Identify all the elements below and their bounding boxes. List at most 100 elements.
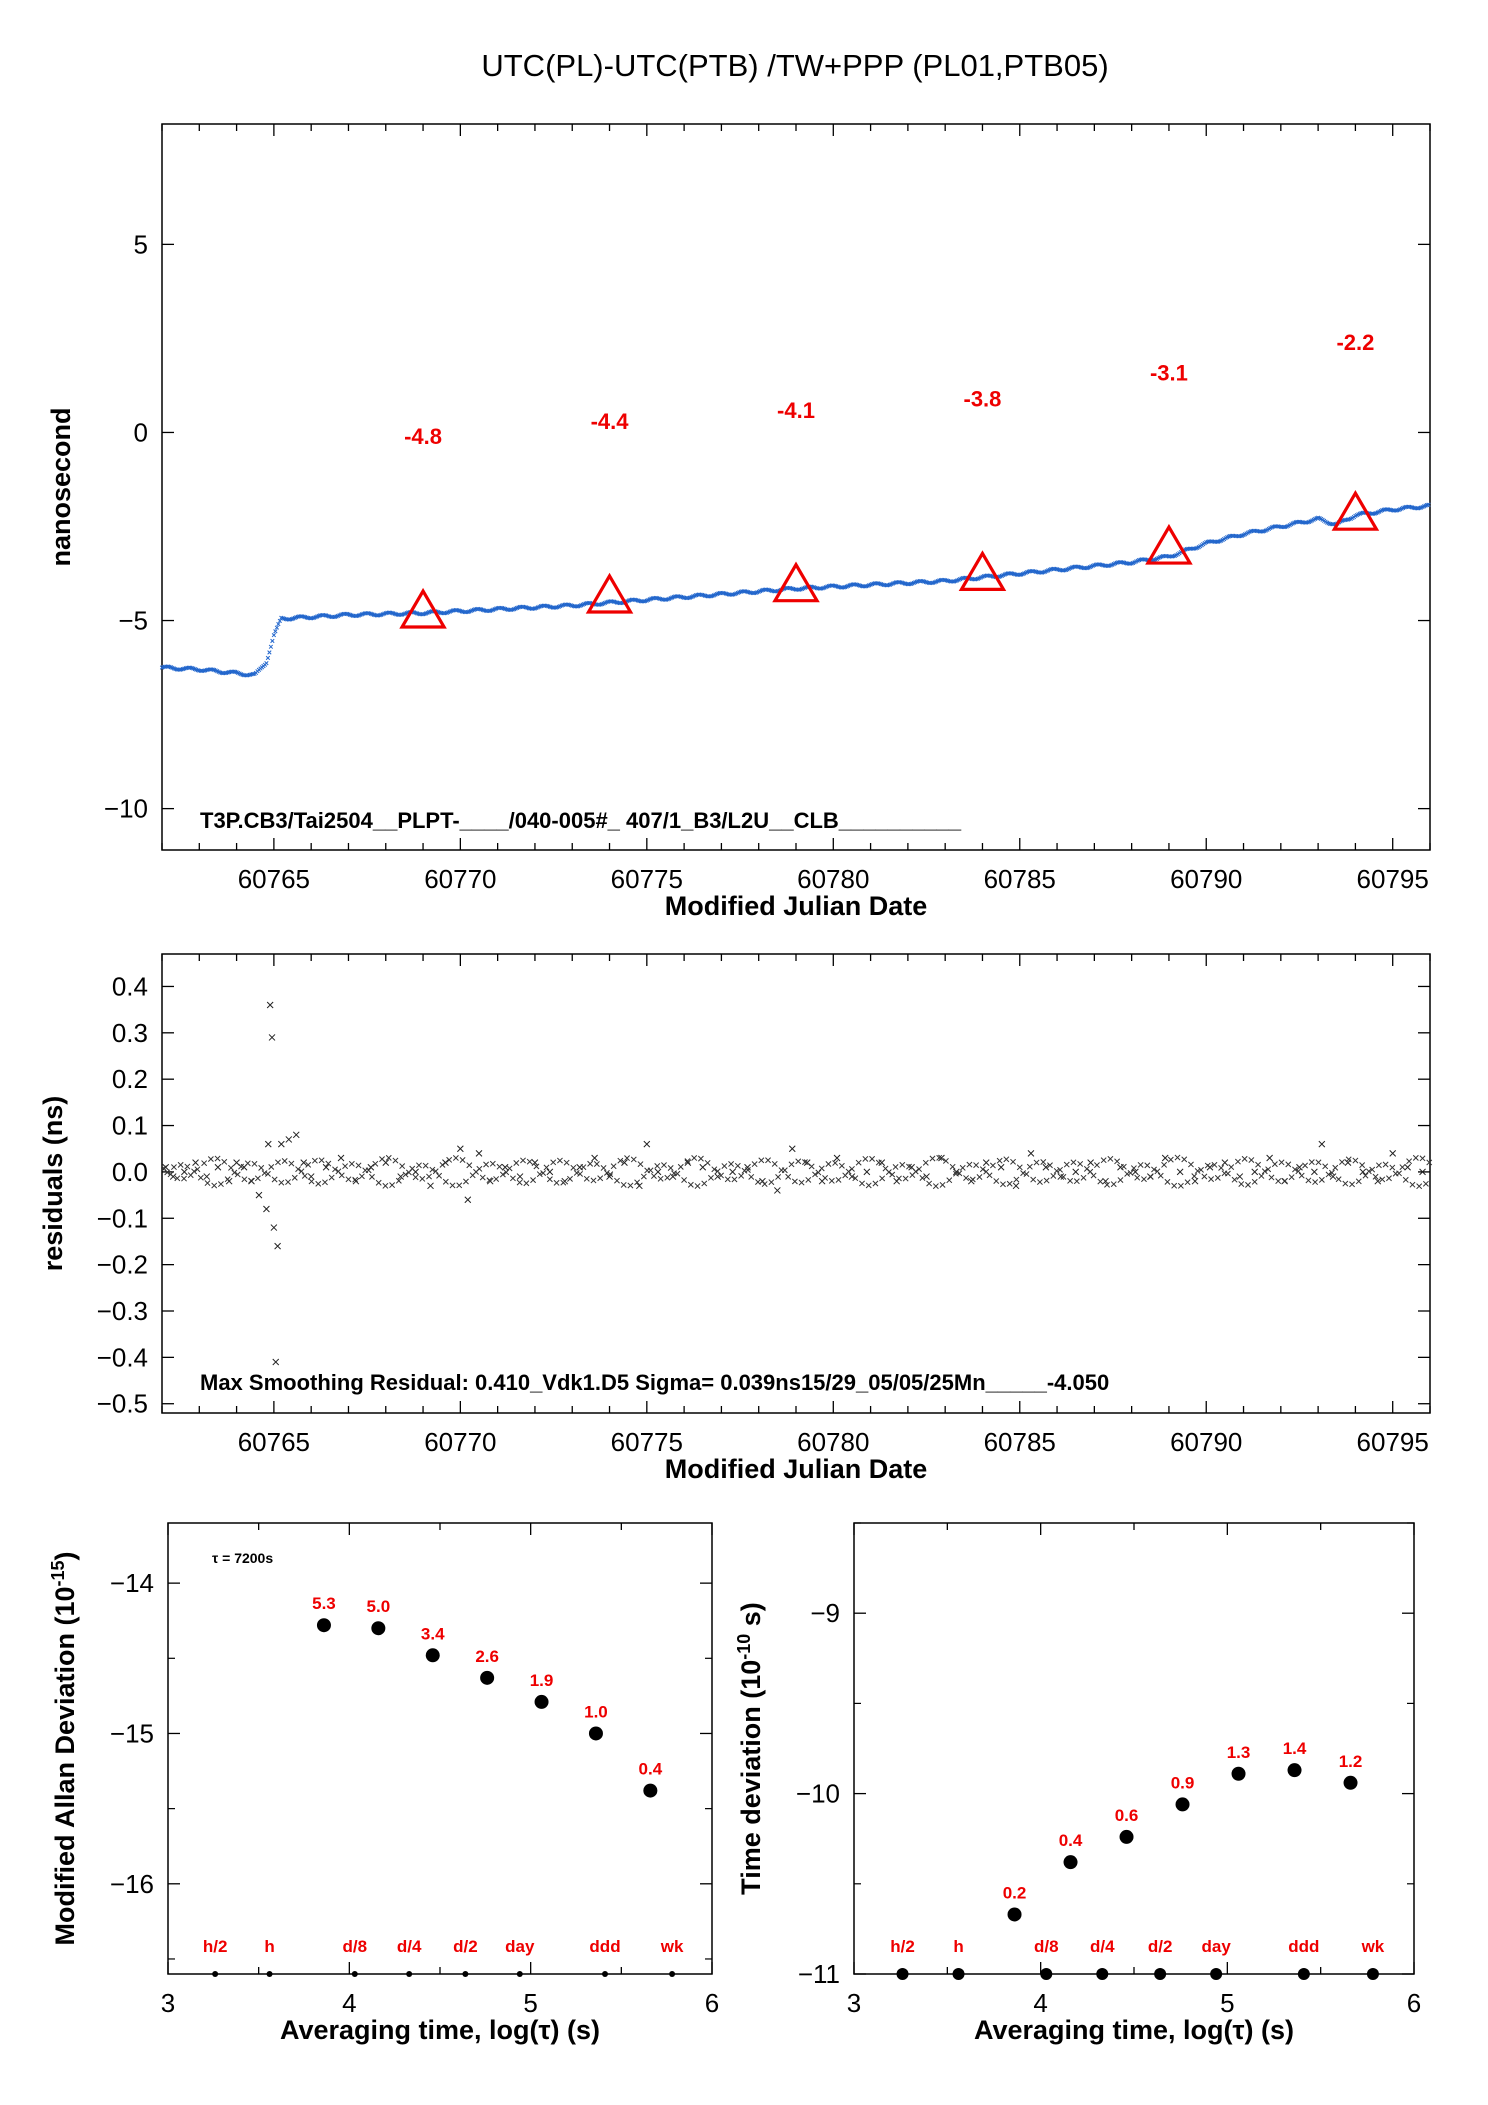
residual-point	[479, 1174, 486, 1181]
x-tick-label: 6	[1407, 1988, 1421, 2018]
tau-note: τ = 7200s	[212, 1550, 273, 1566]
residual-point	[177, 1161, 184, 1168]
residual-point	[765, 1157, 771, 1164]
residual-point	[1130, 1165, 1137, 1172]
residual-point	[1322, 1163, 1329, 1170]
residual-point	[926, 1180, 933, 1187]
deviation-point	[316, 1618, 331, 1633]
residual-point	[543, 1164, 550, 1171]
baseline-point	[1040, 1968, 1053, 1980]
residual-point	[1318, 1140, 1326, 1148]
residual-point	[1117, 1177, 1124, 1183]
point-label: 1.9	[530, 1671, 554, 1690]
residual-point	[530, 1177, 537, 1184]
offset-panel: 60765 60770 60775 60780 60785 60790 60795 5 0 −5 −…	[46, 123, 1431, 921]
residual-point	[1355, 1178, 1362, 1185]
point-label: 0.2	[1003, 1883, 1027, 1902]
residual-point	[1000, 1181, 1006, 1188]
residual-point	[1057, 1173, 1065, 1180]
residual-point	[1211, 1161, 1218, 1168]
residual-point	[855, 1159, 862, 1166]
residual-point	[318, 1157, 325, 1164]
residual-point	[1114, 1158, 1121, 1165]
residual-point	[1315, 1159, 1322, 1166]
y-tick-label: −16	[110, 1869, 154, 1899]
baseline-point	[406, 1971, 413, 1977]
residual-point	[959, 1164, 966, 1171]
deviation-point	[588, 1726, 603, 1741]
residual-point	[1369, 1166, 1376, 1173]
residual-point	[1107, 1155, 1114, 1162]
residual-point	[600, 1165, 607, 1171]
residual-point	[493, 1176, 500, 1182]
residual-point	[643, 1140, 651, 1148]
residual-point	[1110, 1181, 1117, 1188]
y-tick-label: 0.4	[112, 971, 148, 1001]
residual-point	[1231, 1176, 1238, 1183]
residual-point	[979, 1166, 986, 1173]
residual-point	[1288, 1174, 1295, 1181]
residual-point	[325, 1160, 332, 1167]
residual-point	[1102, 1177, 1109, 1185]
baseline-point	[952, 1968, 965, 1980]
residual-point	[684, 1159, 692, 1166]
triangle-marker	[399, 587, 447, 629]
residual-point	[1012, 1182, 1020, 1190]
x-tick-label: 60780	[797, 1427, 869, 1457]
averaging-label: d/2	[453, 1937, 478, 1956]
residual-point	[922, 1159, 929, 1166]
y-tick-label: −14	[110, 1568, 154, 1598]
deviation-point	[1175, 1797, 1190, 1812]
residual-point	[773, 1187, 781, 1194]
residual-point	[1285, 1161, 1292, 1168]
residual-point	[1265, 1166, 1272, 1173]
residual-point	[1140, 1176, 1147, 1183]
averaging-label: wk	[1361, 1937, 1385, 1956]
residual-point	[1080, 1174, 1087, 1181]
residual-point	[1060, 1173, 1067, 1180]
residual-point	[852, 1175, 859, 1182]
residual-point	[966, 1161, 973, 1168]
deviation-point	[1343, 1775, 1358, 1790]
x-tick-label: 60780	[797, 864, 869, 894]
residual-point	[184, 1163, 191, 1170]
baseline-point	[1210, 1968, 1223, 1980]
residual-point	[865, 1182, 872, 1189]
residual-point	[1127, 1170, 1134, 1176]
residual-point	[768, 1179, 775, 1186]
residual-point	[1161, 1161, 1168, 1168]
y-tick-label: −10	[104, 794, 148, 824]
residual-point	[536, 1171, 543, 1178]
residual-point	[531, 1159, 539, 1166]
averaging-label: day	[505, 1937, 535, 1956]
residual-point	[399, 1163, 406, 1170]
y-tick-label: −0.1	[97, 1203, 148, 1233]
y-tick-label: −0.3	[97, 1296, 148, 1326]
residual-point	[1218, 1164, 1225, 1171]
data-point	[267, 650, 272, 655]
residual-point	[550, 1159, 557, 1166]
residual-point	[878, 1159, 886, 1166]
residual-point	[889, 1171, 896, 1178]
x-tick-label: 3	[847, 1988, 861, 2018]
residual-point	[761, 1181, 768, 1187]
residual-point	[305, 1161, 312, 1168]
residual-point	[1104, 1181, 1110, 1188]
residual-point	[691, 1154, 698, 1161]
residual-point	[332, 1166, 338, 1173]
residual-point	[1026, 1163, 1033, 1170]
residual-point	[1359, 1168, 1367, 1176]
residual-point	[1191, 1177, 1199, 1185]
residual-point	[372, 1160, 379, 1167]
residual-point	[523, 1180, 530, 1187]
residual-point	[630, 1156, 637, 1163]
residual-point	[311, 1157, 318, 1164]
deviation-point	[643, 1783, 658, 1798]
point-label: 5.3	[312, 1594, 336, 1613]
residual-point	[1255, 1161, 1262, 1168]
residual-point	[355, 1162, 362, 1169]
y-tick-label: 0.1	[112, 1111, 148, 1141]
residual-point	[788, 1145, 796, 1153]
residual-point	[1396, 1170, 1403, 1177]
